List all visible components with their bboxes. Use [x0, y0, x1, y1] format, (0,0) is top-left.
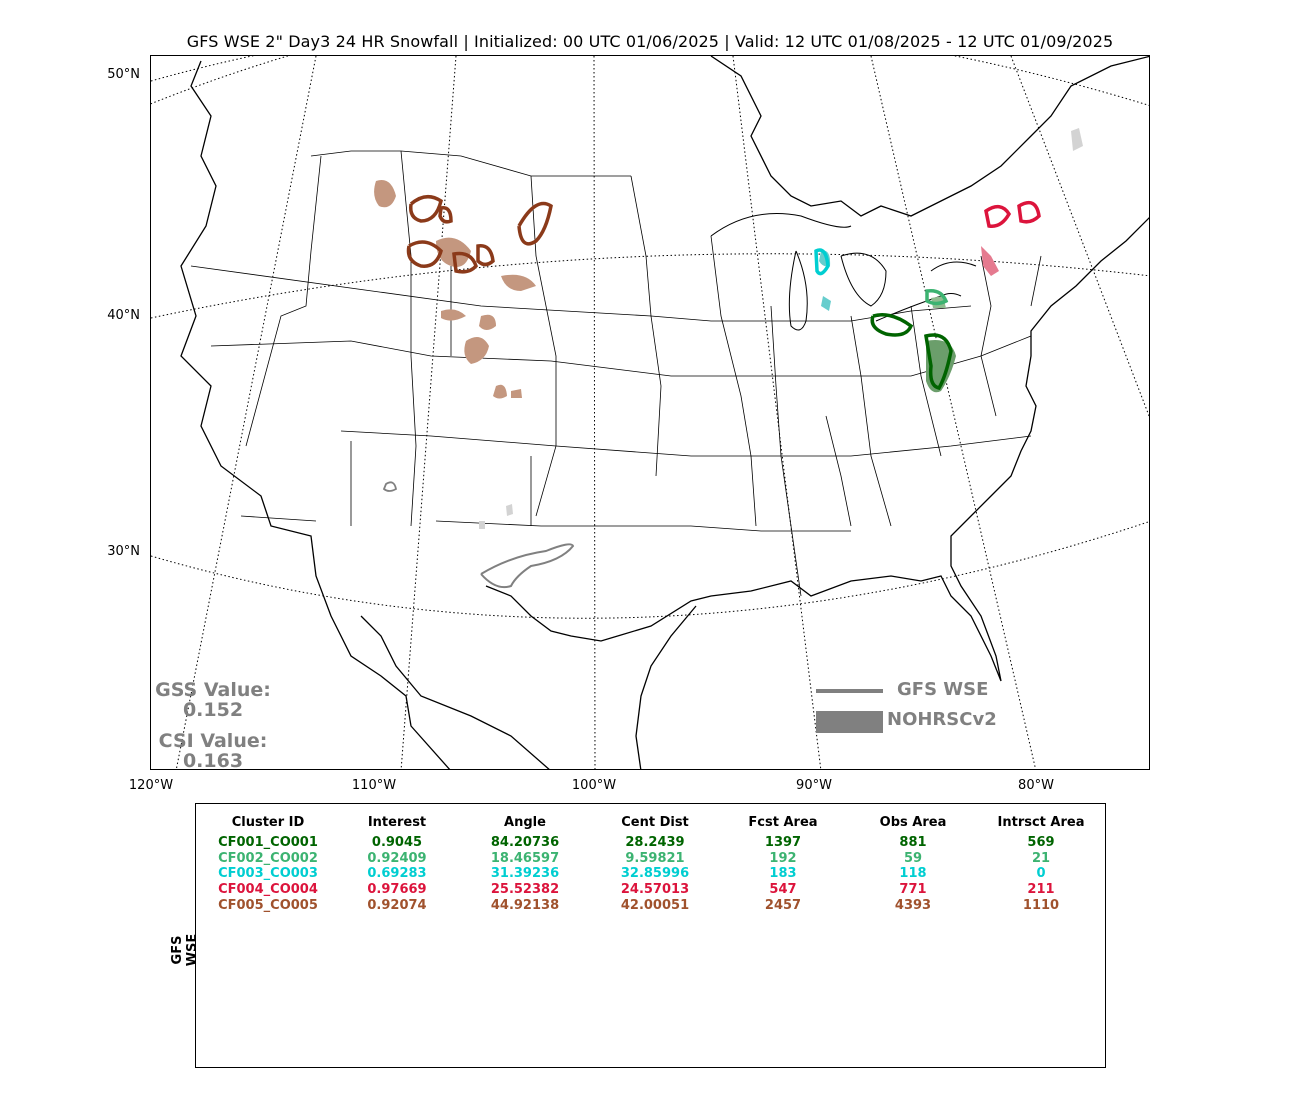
table-cell: 18.46597	[490, 851, 560, 866]
lat-label: 50°N	[107, 67, 140, 82]
table-cell: 28.2439	[625, 835, 685, 850]
cluster-stats-table	[195, 803, 1106, 1068]
table-header: Interest	[367, 815, 427, 830]
table-cell: 84.20736	[490, 835, 560, 850]
table-cell: 881	[899, 835, 927, 850]
graticule	[151, 56, 1149, 769]
table-cell: 771	[899, 882, 927, 897]
table-cell: 118	[899, 866, 927, 881]
table-cell: 547	[769, 882, 797, 897]
legend-observed-label: NOHRSCv2	[887, 709, 997, 730]
table-cell: 211	[1027, 882, 1055, 897]
lon-label: 80°W	[1018, 778, 1054, 793]
table-cell: 0.92409	[367, 851, 427, 866]
state-borders	[190, 150, 1042, 597]
table-cell: 1110	[1022, 898, 1060, 913]
lon-label: 90°W	[796, 778, 832, 793]
legend-forecast-label: GFS WSE	[897, 679, 989, 700]
lon-label: 100°W	[571, 778, 617, 793]
table-header: Fcst Area	[748, 815, 818, 830]
gss-label: GSS Value:	[155, 679, 271, 701]
lon-label: 120°W	[128, 778, 174, 793]
table-cell: CF002_CO002	[218, 851, 318, 866]
table-cell: 32.85996	[620, 866, 690, 881]
csi-value: 0.163	[182, 750, 244, 772]
map-title: GFS WSE 2" Day3 24 HR Snowfall | Initial…	[186, 32, 1114, 51]
table-cell: 0.92074	[367, 898, 427, 913]
lat-label: 40°N	[107, 308, 140, 323]
table-row-label: GFS WSE	[170, 933, 200, 967]
table-cell: 59	[903, 851, 923, 866]
table-cell: 4393	[894, 898, 932, 913]
conus-map	[151, 56, 1149, 769]
table-cell: CF004_CO004	[218, 882, 318, 897]
table-cell: 44.92138	[490, 898, 560, 913]
table-cell: 9.59821	[625, 851, 685, 866]
gss-value: 0.152	[182, 699, 244, 721]
great-lakes	[710, 213, 977, 331]
table-cell: 569	[1027, 835, 1055, 850]
table-header: Cluster ID	[231, 815, 305, 830]
table-cell: 1397	[764, 835, 802, 850]
table-cell: CF001_CO001	[218, 835, 318, 850]
nohrsc-observed-areas	[374, 128, 1083, 529]
table-cell: 24.57013	[620, 882, 690, 897]
lat-label: 30°N	[107, 544, 140, 559]
lon-label: 110°W	[351, 778, 397, 793]
table-cell: 21	[1031, 851, 1051, 866]
table-cell: 0.97669	[367, 882, 427, 897]
table-cell: 192	[769, 851, 797, 866]
table-cell: CF003_CO003	[218, 866, 318, 881]
table-header: Intrsct Area	[997, 815, 1085, 830]
coastline	[180, 56, 1149, 769]
table-cell: 0.69283	[367, 866, 427, 881]
table-cell: CF005_CO005	[218, 898, 318, 913]
csi-label: CSI Value:	[158, 730, 268, 752]
table-header: Obs Area	[879, 815, 947, 830]
table-cell: 42.00051	[620, 898, 690, 913]
table-header: Angle	[504, 815, 546, 830]
table-cell: 0.9045	[371, 835, 423, 850]
gfs-forecast-areas	[382, 194, 1041, 589]
table-cell: 0	[1036, 866, 1046, 881]
map-panel	[150, 55, 1150, 770]
table-cell: 25.52382	[490, 882, 560, 897]
legend-observed-patch	[816, 711, 883, 733]
table-cell: 31.39236	[490, 866, 560, 881]
table-cell: 2457	[764, 898, 802, 913]
table-cell: 183	[769, 866, 797, 881]
table-header: Cent Dist	[621, 815, 689, 830]
